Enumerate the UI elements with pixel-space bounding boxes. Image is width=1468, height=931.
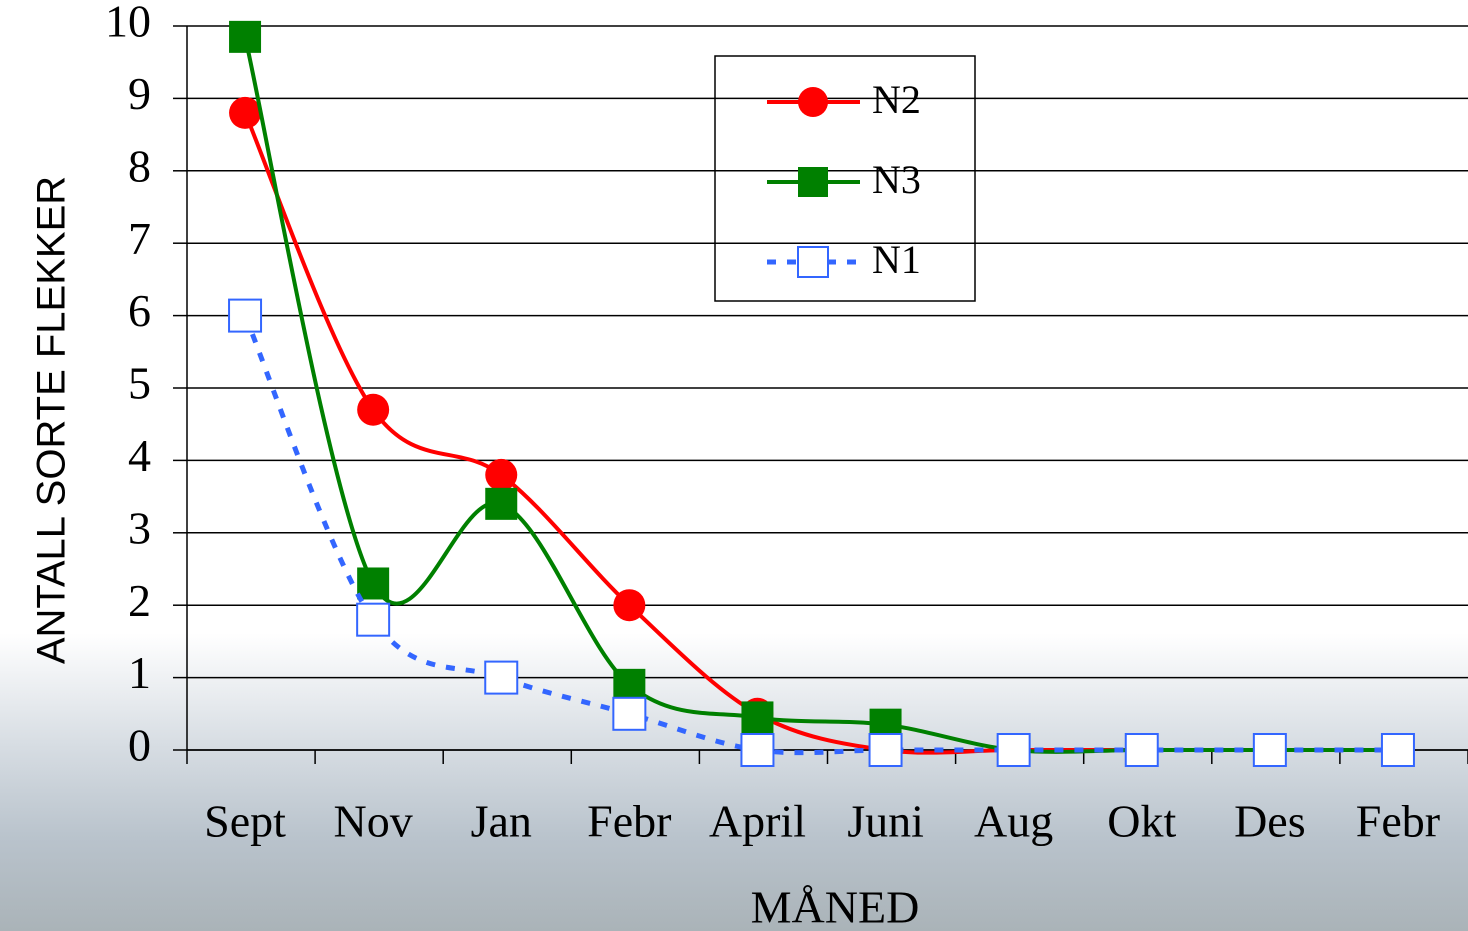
y-tick-label: 7 (128, 213, 151, 264)
marker (485, 487, 518, 520)
marker (357, 567, 390, 600)
y-tick-label: 8 (128, 140, 151, 191)
legend-label: N2 (872, 77, 921, 122)
x-tick-label: Jan (471, 796, 532, 847)
y-tick-label: 4 (128, 430, 151, 481)
marker (996, 733, 1031, 767)
x-tick-label: April (709, 796, 806, 847)
x-tick-label: Des (1234, 796, 1306, 847)
marker (798, 87, 828, 117)
x-tick-label: Febr (587, 796, 671, 847)
marker (741, 701, 774, 734)
marker (484, 660, 519, 695)
marker (228, 298, 263, 333)
marker (797, 246, 829, 278)
marker (356, 602, 391, 637)
marker (868, 733, 903, 767)
x-tick-label: Juni (847, 796, 924, 847)
y-tick-label: 0 (128, 720, 151, 771)
legend-label: N1 (872, 237, 921, 282)
x-tick-label: Nov (334, 796, 413, 847)
marker (1124, 733, 1159, 767)
y-tick-label: 5 (128, 358, 151, 409)
y-axis-label: ANTALL SORTE FLEKKER (30, 176, 74, 664)
y-tick-label: 1 (128, 647, 151, 698)
y-tick-label: 6 (128, 285, 151, 336)
marker (1380, 733, 1415, 767)
marker (612, 696, 647, 731)
y-tick-label: 3 (128, 502, 151, 553)
marker (613, 589, 646, 622)
x-tick-label: Sept (204, 796, 286, 847)
x-axis-label: MÅNED (751, 882, 920, 931)
marker (485, 458, 518, 491)
x-tick-label: Okt (1107, 796, 1176, 847)
marker (740, 733, 775, 767)
series-line (242, 314, 1398, 756)
marker (229, 20, 262, 53)
marker (798, 167, 828, 197)
x-tick-label: Aug (974, 796, 1053, 847)
legend-label: N3 (872, 157, 921, 202)
marker (613, 668, 646, 701)
y-tick-label: 2 (128, 575, 151, 626)
legend-box (714, 55, 976, 302)
y-tick-label: 10 (105, 0, 151, 47)
marker (229, 96, 262, 129)
marker (1252, 733, 1287, 767)
y-tick-label: 9 (128, 68, 151, 119)
x-tick-label: Febr (1356, 796, 1440, 847)
marker (357, 393, 390, 426)
